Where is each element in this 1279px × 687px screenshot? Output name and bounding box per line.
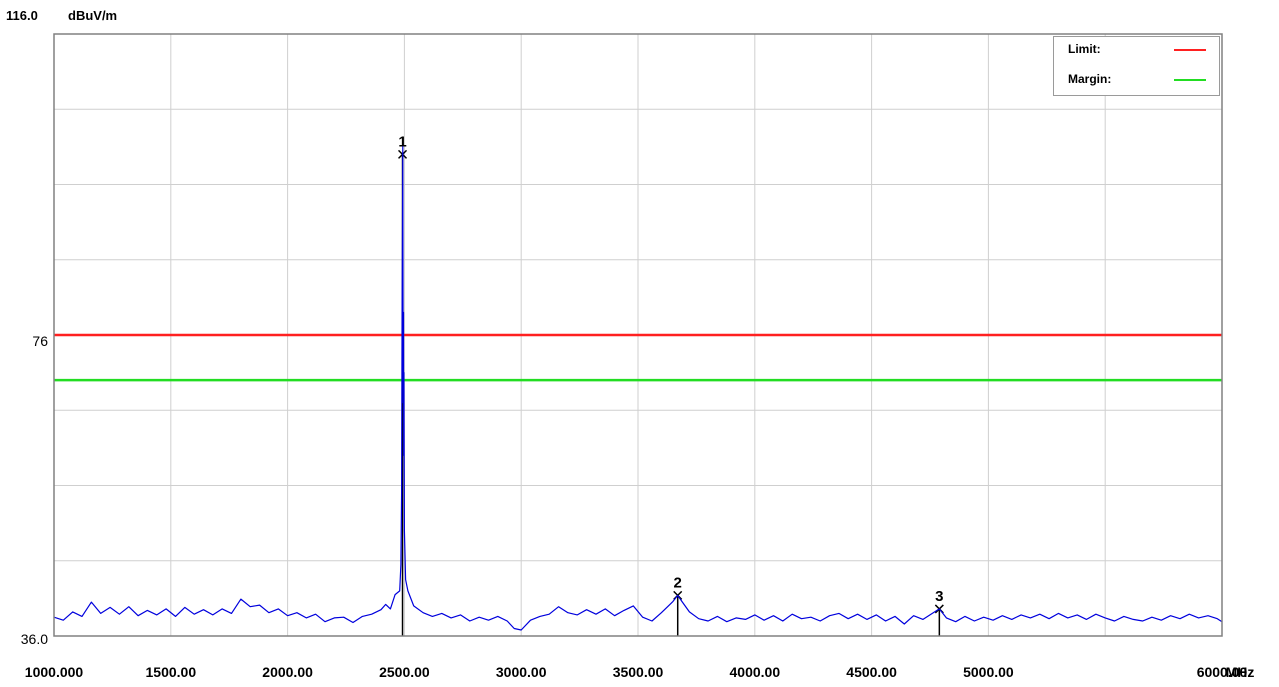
y-tick-36: 36.0	[20, 631, 48, 647]
x-tick-label: 5000.00	[963, 664, 1014, 680]
unit-label: dBuV/m	[68, 8, 118, 23]
x-tick-label: 3500.00	[612, 664, 664, 680]
x-tick-label: 2000.00	[262, 664, 313, 680]
x-tick-label: 4000.00	[729, 664, 781, 680]
trace-layer	[53, 146, 1223, 631]
spectrum-trace	[53, 146, 1223, 631]
x-tick-label: 6000.00	[1196, 664, 1248, 680]
x-tick-label: 2500.00	[379, 664, 430, 680]
x-tick-label: 1000.000	[24, 664, 84, 680]
legend: Limit: Margin:	[1053, 36, 1220, 96]
legend-margin-swatch	[1174, 79, 1206, 81]
plot-frame	[53, 33, 1223, 637]
marker-label: 2	[674, 574, 682, 591]
x-tick-label: 3000.00	[495, 664, 547, 680]
reference-lines	[54, 333, 1222, 382]
x-unit-label: MHz	[1225, 664, 1255, 680]
x-tick-label: 1500.00	[145, 664, 197, 680]
y-top-label: 116.0	[6, 8, 38, 23]
legend-margin-label: Margin:	[1068, 72, 1112, 86]
marker-label: 1	[398, 133, 406, 150]
x-tick-label: 4500.00	[846, 664, 897, 680]
legend-limit-label: Limit:	[1068, 42, 1101, 56]
y-tick-76: 76	[32, 333, 48, 349]
legend-limit-swatch	[1174, 49, 1206, 51]
marker-label: 3	[935, 588, 943, 605]
